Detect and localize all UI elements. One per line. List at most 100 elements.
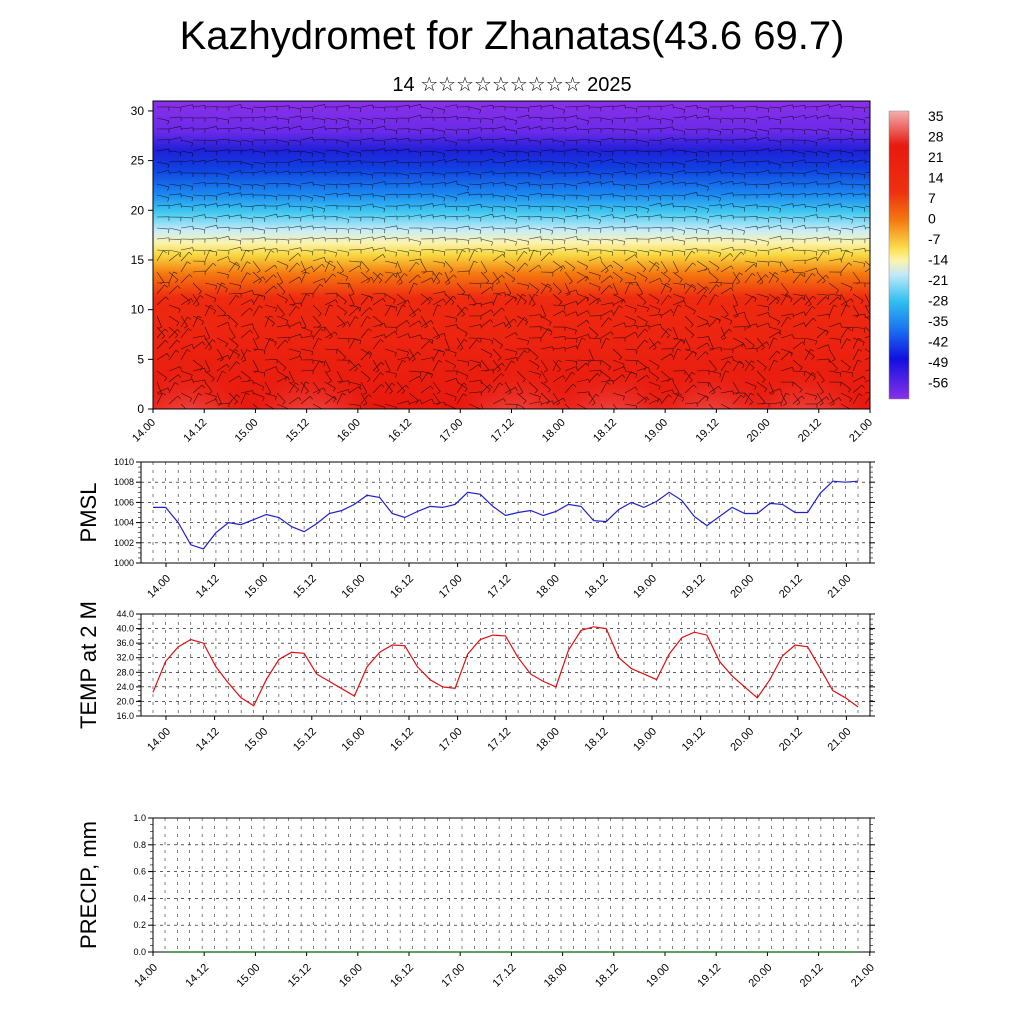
wind-barb-flag xyxy=(328,380,332,384)
wind-barb xyxy=(624,205,637,208)
wind-barb xyxy=(456,191,469,196)
wind-barb xyxy=(636,161,649,165)
wind-barb-flag xyxy=(695,208,697,213)
wind-barb-flag xyxy=(743,343,746,348)
wind-barb xyxy=(696,286,707,295)
wind-barb-flag xyxy=(176,322,180,327)
wind-barb-flag xyxy=(672,203,674,208)
wind-barb xyxy=(336,237,349,240)
wind-barb-flag xyxy=(828,137,830,142)
y-axis-label: PRECIP, mm xyxy=(76,821,101,949)
wind-barb xyxy=(756,337,765,348)
wind-barb xyxy=(780,227,793,231)
wind-barb-flag xyxy=(610,264,614,269)
wind-barb xyxy=(624,249,637,253)
wind-barb-flag xyxy=(263,230,266,235)
wind-barb-flag xyxy=(180,126,182,131)
wind-barb xyxy=(576,181,589,185)
wind-barb-flag xyxy=(804,218,806,223)
wind-barb xyxy=(348,403,361,406)
wind-barb-flag xyxy=(759,282,764,285)
wind-barb xyxy=(420,203,433,207)
wind-barb-flag xyxy=(300,159,302,164)
wind-barb-flag xyxy=(586,276,590,280)
wind-barb-flag xyxy=(503,398,506,403)
wind-barb xyxy=(300,194,313,199)
wind-barb xyxy=(348,359,358,369)
wind-barb xyxy=(492,172,505,174)
wind-barb-flag xyxy=(288,119,290,124)
colorbar-label: 14 xyxy=(928,170,944,186)
wind-barb-flag xyxy=(211,378,215,382)
wind-barb xyxy=(300,128,313,131)
wind-barb xyxy=(708,214,721,218)
wind-barb-flag xyxy=(455,142,457,147)
wind-barb xyxy=(480,319,491,328)
wind-barb-flag xyxy=(467,362,470,367)
wind-barb xyxy=(504,216,517,220)
wind-barb xyxy=(168,116,181,119)
wind-barb-flag xyxy=(871,269,874,272)
wind-barb xyxy=(216,315,230,317)
wind-barb xyxy=(840,172,853,175)
x-tick-label: 21.00 xyxy=(826,726,854,754)
wind-barb xyxy=(468,227,481,231)
wind-barb xyxy=(420,296,431,306)
wind-barb-flag xyxy=(833,304,838,307)
wind-barb-flag xyxy=(227,274,229,279)
wind-barb xyxy=(660,180,673,185)
wind-barb xyxy=(168,366,181,372)
wind-barb xyxy=(828,322,841,328)
wind-barb-flag xyxy=(549,288,552,293)
x-tick-label: 19.00 xyxy=(631,726,659,754)
wind-barb-flag xyxy=(612,214,614,219)
wind-barb-flag xyxy=(660,214,662,219)
wind-barb xyxy=(216,203,229,207)
wind-barb-flag xyxy=(566,293,571,296)
wind-barb xyxy=(540,392,550,402)
wind-barb xyxy=(492,253,504,262)
wind-barb-flag xyxy=(167,387,170,392)
wind-barb xyxy=(276,170,289,174)
wind-barb-flag xyxy=(525,321,528,326)
wind-barb-flag xyxy=(839,230,841,235)
wind-barb-flag xyxy=(462,249,466,253)
wind-barb-flag xyxy=(522,379,526,383)
wind-barb xyxy=(648,277,661,284)
wind-barb xyxy=(528,359,540,367)
wind-barb xyxy=(684,337,691,349)
wind-barb-flag xyxy=(383,208,386,213)
wind-barb xyxy=(468,203,481,207)
wind-barb-flag xyxy=(464,388,468,392)
wind-barb xyxy=(360,137,373,141)
y-tick-label: 0.4 xyxy=(133,893,146,903)
wind-barb-flag xyxy=(167,186,169,191)
wind-barb xyxy=(384,331,396,339)
wind-barb xyxy=(816,296,826,306)
wind-barb-flag xyxy=(873,355,875,358)
wind-barb xyxy=(252,204,265,207)
wind-barb-flag xyxy=(539,175,542,180)
wind-barb xyxy=(648,337,657,348)
wind-barb xyxy=(828,215,841,218)
wind-barb xyxy=(372,194,385,198)
wind-barb xyxy=(432,150,445,155)
wind-barb xyxy=(852,117,865,121)
wind-barb-flag xyxy=(443,197,446,202)
wind-barb xyxy=(324,205,338,207)
wind-barb xyxy=(768,315,780,322)
wind-barb xyxy=(276,249,289,252)
wind-barb-flag xyxy=(246,349,251,353)
wind-barb xyxy=(264,264,275,273)
wind-barb xyxy=(708,370,721,374)
wind-barb-flag xyxy=(540,185,542,190)
wind-barb xyxy=(756,216,769,220)
wind-barb-flag xyxy=(606,382,611,385)
temp-panel: 16.020.024.028.032.036.040.044.014.00 14.… xyxy=(76,601,875,754)
wind-barb-flag xyxy=(512,278,516,283)
wind-barb xyxy=(780,246,793,251)
wind-barb xyxy=(348,205,361,208)
wind-barb xyxy=(228,104,241,108)
wind-barb-flag xyxy=(559,268,563,272)
wind-barb-flag xyxy=(828,104,830,109)
